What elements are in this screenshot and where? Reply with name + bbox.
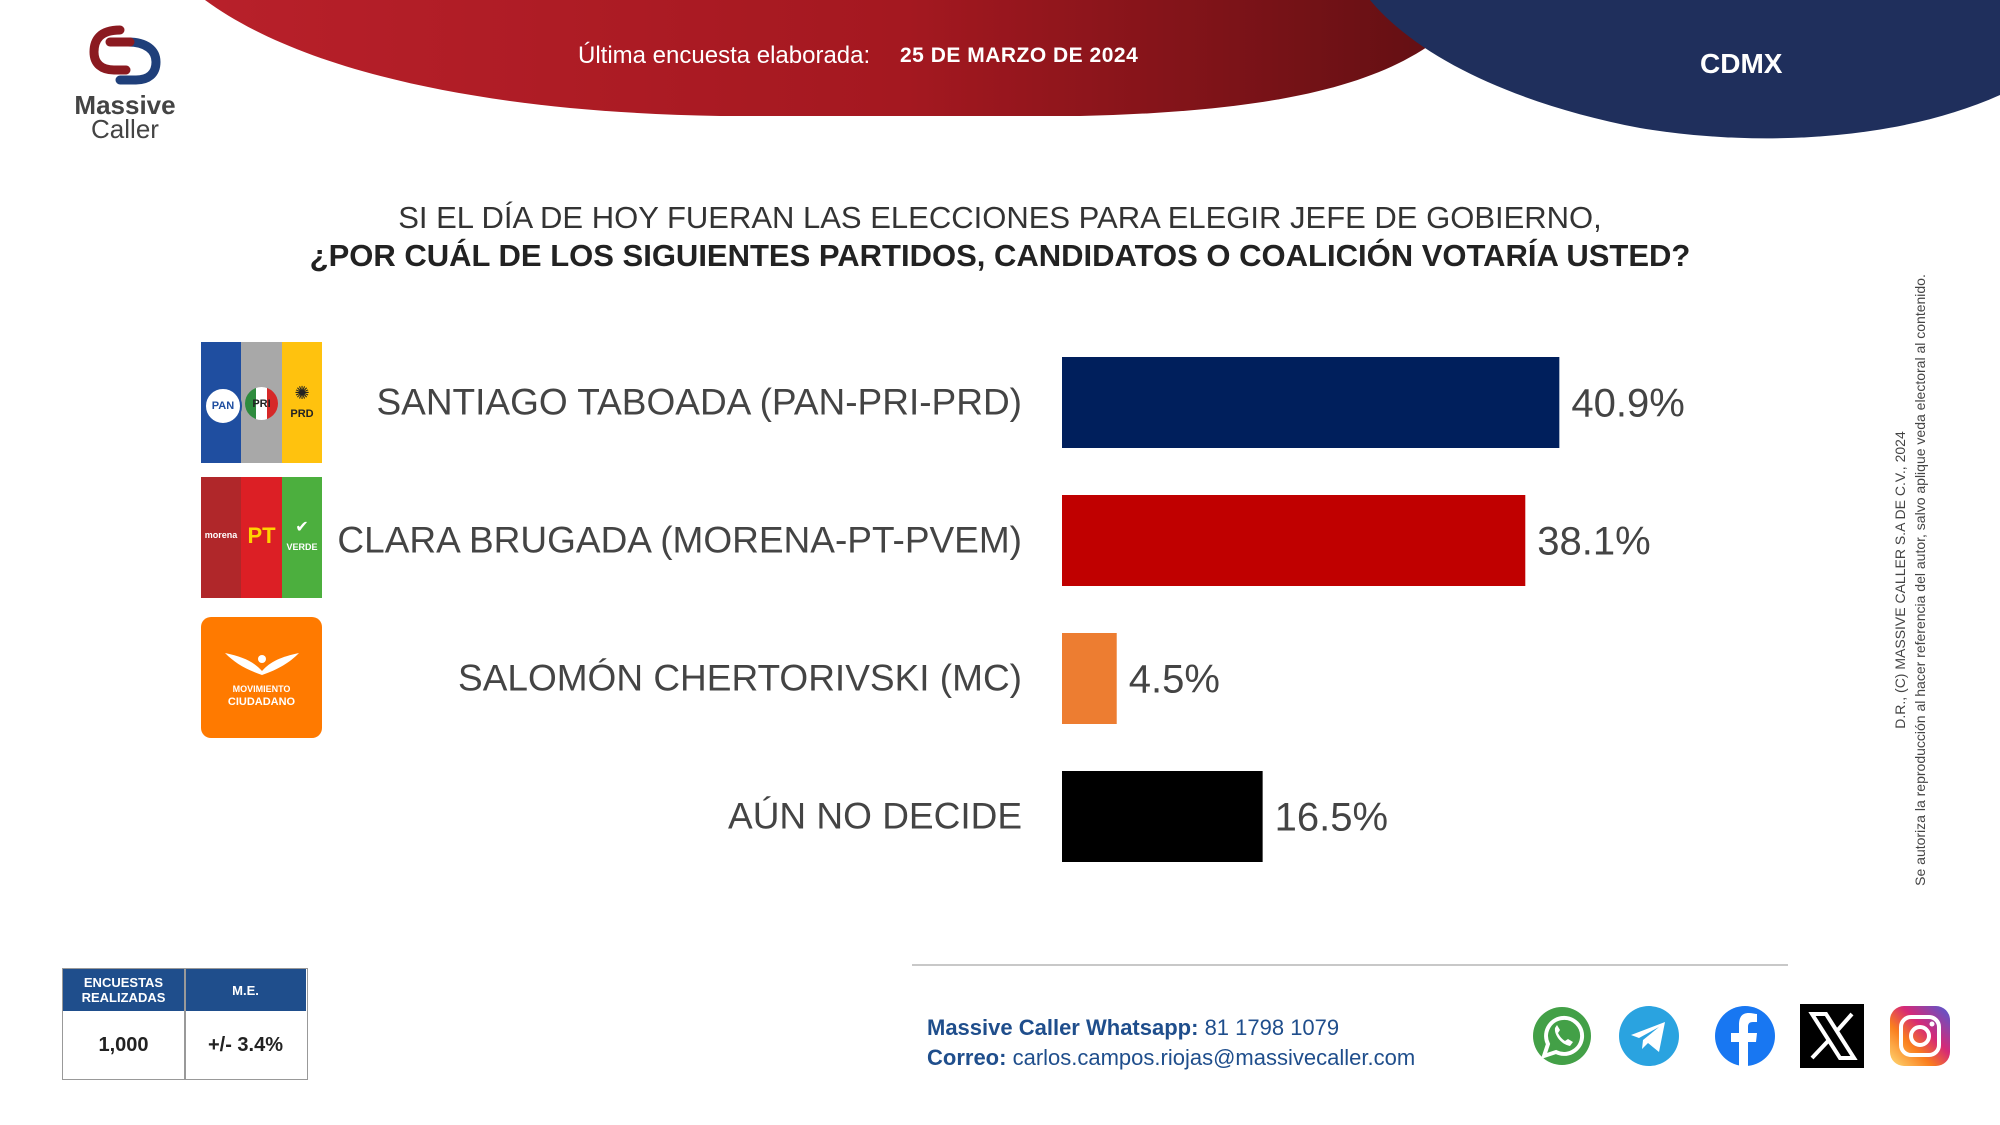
- category-label-santiago-taboada-pan-pri-prd: SANTIAGO TABOADA (PAN-PRI-PRD): [376, 382, 1022, 423]
- morena-pt-pvem-logo: morena PT VERDE ✔: [201, 477, 322, 598]
- pan-icon: PAN: [204, 387, 242, 425]
- email-address[interactable]: carlos.campos.riojas@massivecaller.com: [1012, 1045, 1416, 1070]
- email-contact: Correo: carlos.campos.riojas@massivecall…: [927, 1045, 1415, 1071]
- bar-santiago-taboada-pan-pri-prd: [1062, 357, 1560, 448]
- pvem-icon: VERDE: [286, 542, 318, 552]
- bar-salomon-chertorivski-mc: [1062, 633, 1117, 724]
- logo-text-caller: Caller: [91, 114, 159, 144]
- whatsapp-contact: Massive Caller Whatsapp: 81 1798 1079: [927, 1015, 1339, 1041]
- table-divider: [184, 969, 186, 1079]
- whatsapp-number[interactable]: 81 1798 1079: [1204, 1015, 1340, 1040]
- copyright-notice: D.R., (C) MASSIVE CALLER S.A DE C.V., 20…: [1890, 230, 1930, 930]
- region-label: CDMX: [1700, 48, 1783, 79]
- logo-text-massive: Massive: [74, 90, 176, 120]
- eagle-icon: [225, 653, 299, 675]
- header-banner: [205, 0, 2000, 139]
- category-label-clara-brugada-morena-pt-pvem: CLARA BRUGADA (MORENA-PT-PVEM): [337, 520, 1022, 561]
- whatsapp-label: Massive Caller Whatsapp:: [927, 1015, 1199, 1040]
- toucan-icon: ✔: [295, 519, 309, 536]
- mc-text-1: MOVIMIENTO: [232, 684, 291, 694]
- value-label-santiago-taboada-pan-pri-prd: 40.9%: [1571, 382, 1684, 426]
- copyright-line-2: Se autoriza la reproducción al hacer ref…: [1912, 274, 1928, 886]
- facebook-icon[interactable]: [1713, 1004, 1777, 1068]
- pan-pri-prd-logo: PAN PRI PRD ✺: [201, 342, 322, 463]
- pt-icon: PT: [247, 523, 276, 548]
- massive-caller-logo: Massive Caller: [60, 22, 190, 152]
- question-line-1: SI EL DÍA DE HOY FUERAN LAS ELECCIONES P…: [398, 200, 1602, 235]
- category-label-salomon-chertorivski-mc: SALOMÓN CHERTORIVSKI (MC): [458, 658, 1022, 699]
- category-label-aun-no-decide: AÚN NO DECIDE: [728, 796, 1022, 837]
- surveys-header: ENCUESTAS REALIZADAS: [63, 969, 184, 1011]
- prd-sun-icon: ✺: [294, 382, 310, 403]
- instagram-icon[interactable]: [1888, 1004, 1952, 1068]
- margin-error-value: +/- 3.4%: [207, 1033, 284, 1056]
- question-line-2: ¿POR CUÁL DE LOS SIGUIENTES PARTIDOS, CA…: [309, 238, 1691, 273]
- bar-aun-no-decide: [1062, 771, 1263, 862]
- survey-stats-table: ENCUESTAS REALIZADAS M.E. 1,000 +/- 3.4%: [62, 968, 308, 1080]
- morena-icon: morena: [204, 530, 238, 540]
- x-icon[interactable]: [1800, 1004, 1864, 1068]
- margin-error-header: M.E.: [185, 969, 306, 1011]
- mc-text-2: CIUDADANO: [227, 696, 296, 708]
- survey-date-label: Última encuesta elaborada:: [578, 42, 871, 69]
- footer-divider: [912, 964, 1788, 966]
- mc-logo: MOVIMIENTO CIUDADANO: [201, 617, 322, 738]
- prd-icon: PRD: [290, 408, 314, 420]
- value-label-salomon-chertorivski-mc: 4.5%: [1129, 658, 1220, 702]
- surveys-value: 1,000: [98, 1033, 149, 1056]
- bar-clara-brugada-morena-pt-pvem: [1062, 495, 1526, 586]
- logo-mark-icon: [89, 25, 161, 85]
- survey-date: 25 DE MARZO DE 2024: [900, 44, 1139, 67]
- pri-icon: PRI: [245, 387, 278, 420]
- value-label-clara-brugada-morena-pt-pvem: 38.1%: [1537, 520, 1650, 564]
- copyright-line-1: D.R., (C) MASSIVE CALLER S.A DE C.V., 20…: [1892, 431, 1908, 729]
- whatsapp-icon[interactable]: [1530, 1004, 1594, 1068]
- value-label-aun-no-decide: 16.5%: [1275, 796, 1388, 840]
- telegram-icon[interactable]: [1617, 1004, 1681, 1068]
- email-label: Correo:: [927, 1045, 1007, 1070]
